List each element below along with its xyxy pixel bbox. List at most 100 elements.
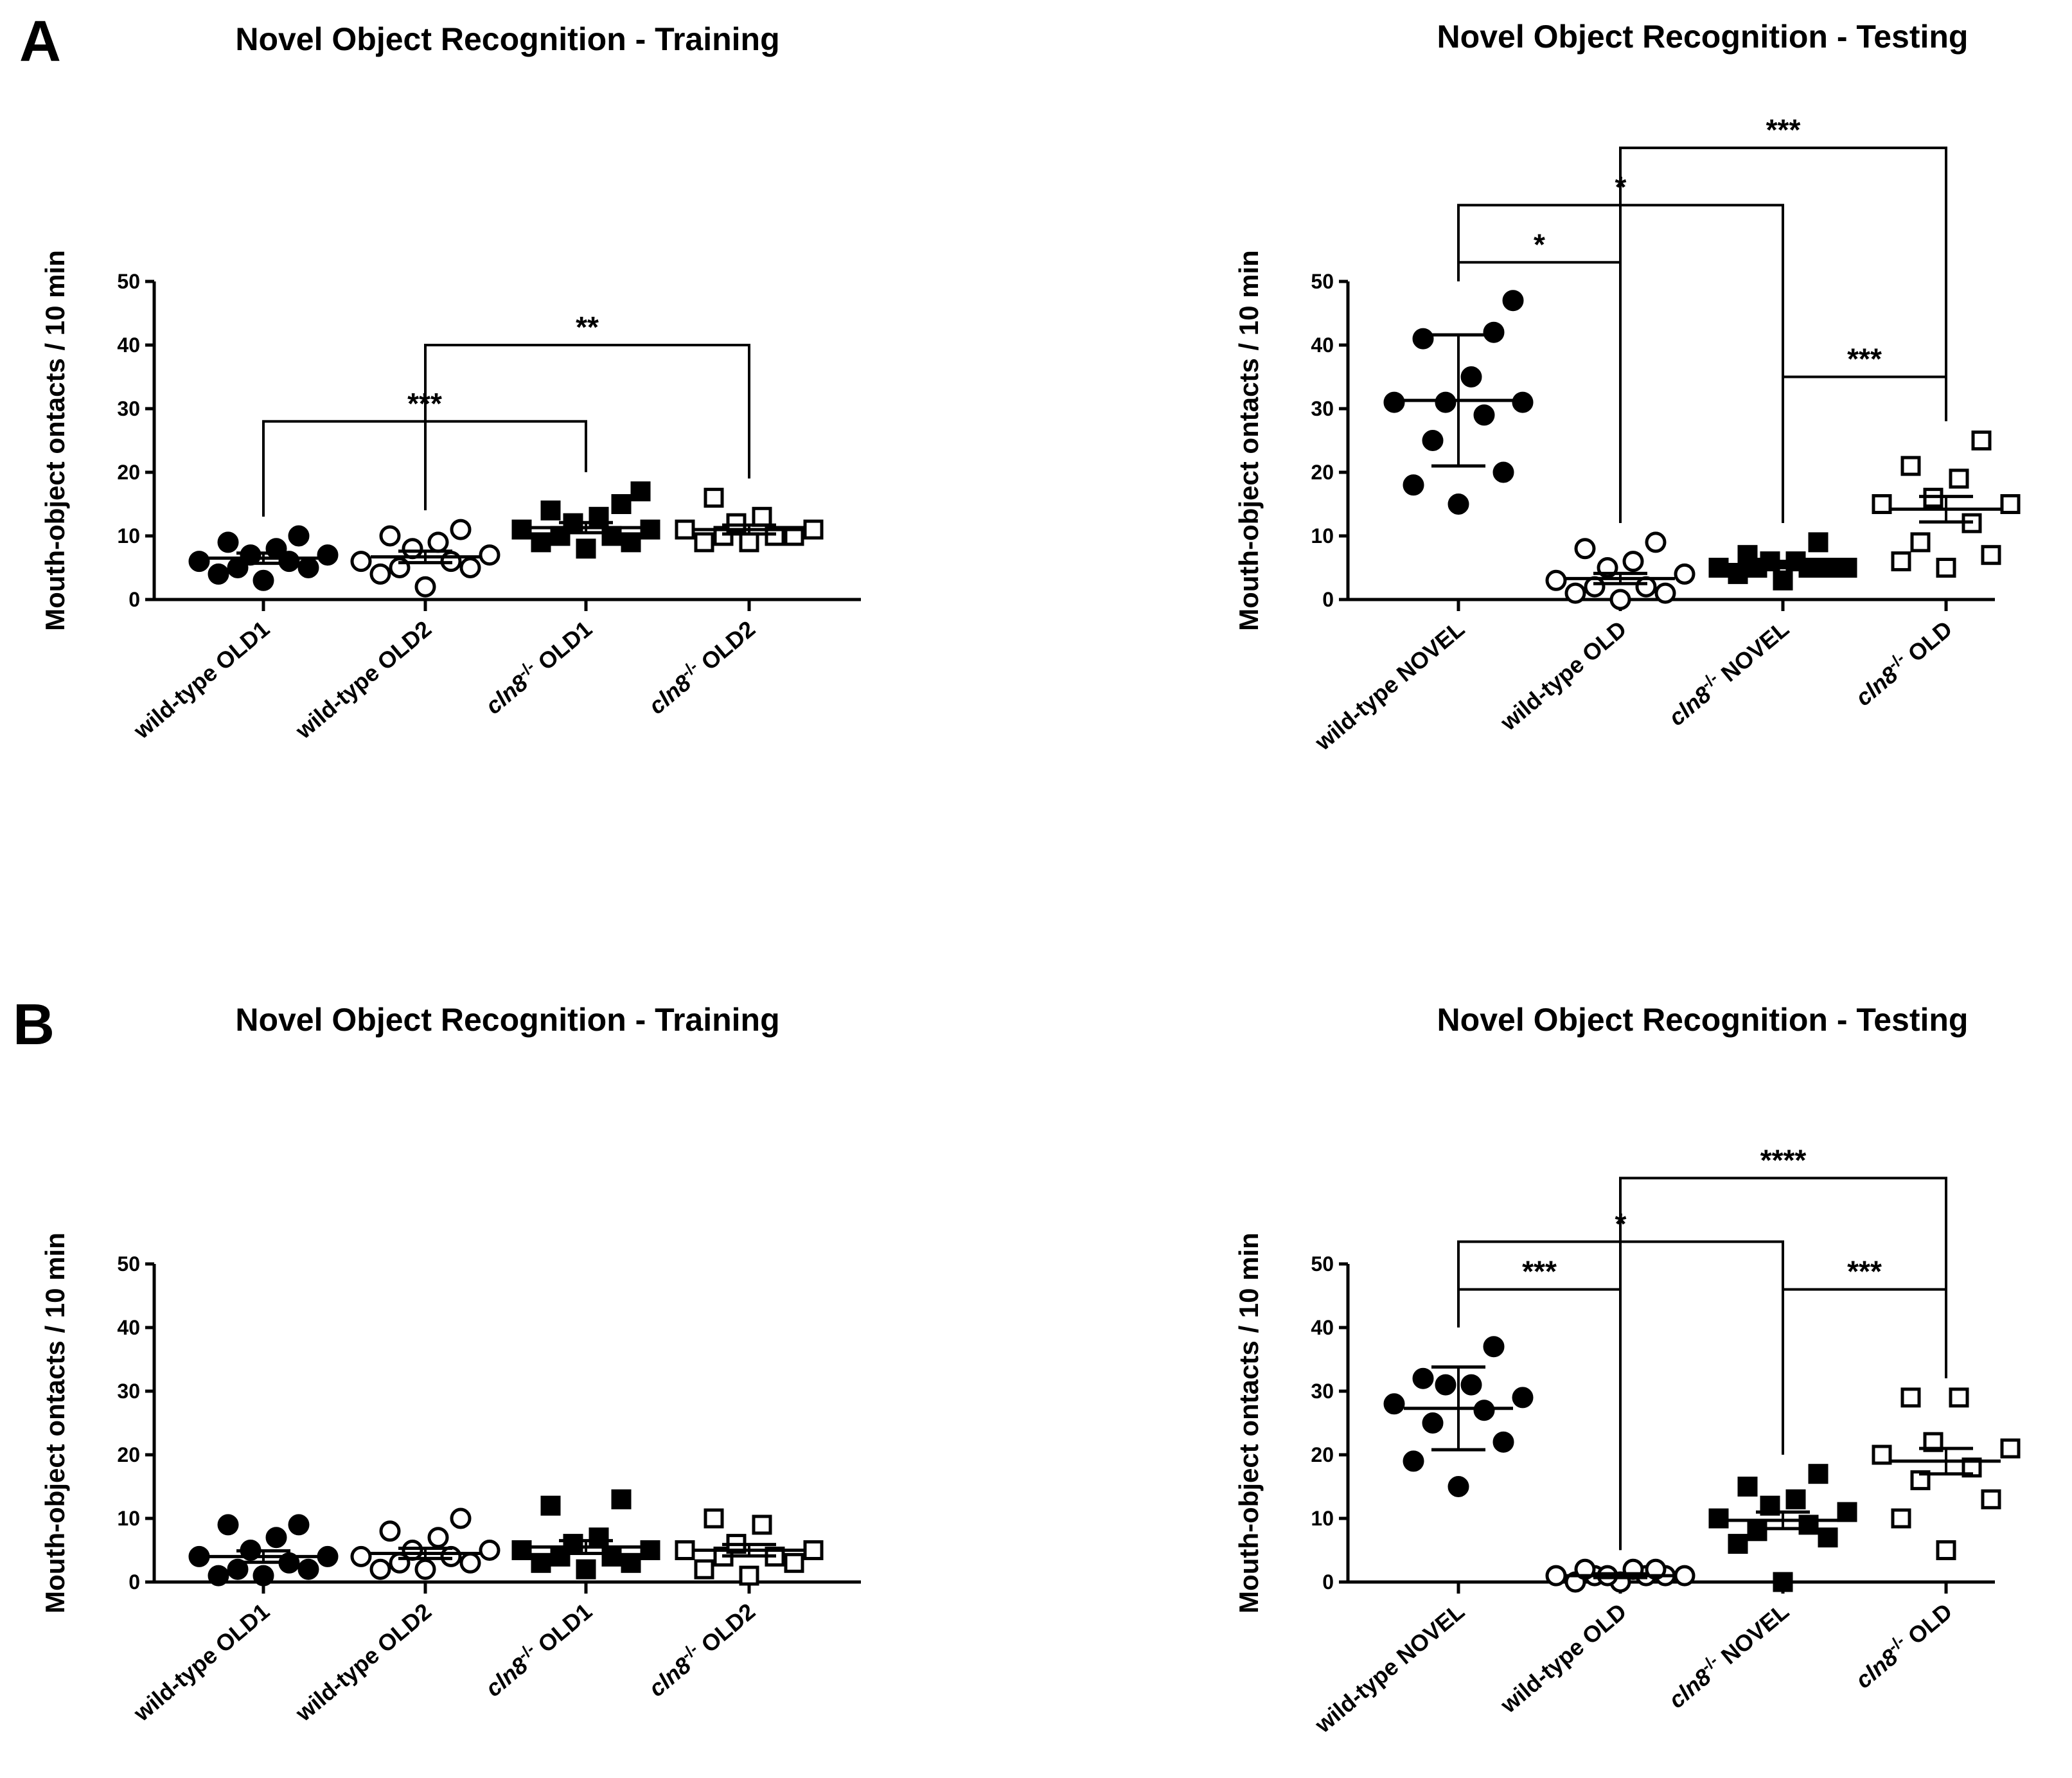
- data-point: [1609, 589, 1631, 610]
- significance-bracket: [1619, 147, 1947, 523]
- x-category-label: wild-type OLD: [1495, 1598, 1632, 1719]
- data-point: [1837, 1502, 1857, 1522]
- data-point: [188, 551, 210, 573]
- y-tick-label: 10: [1311, 1507, 1334, 1530]
- chart-title: Novel Object Recognition - Testing: [1437, 1002, 1969, 1038]
- data-point: [265, 1527, 287, 1549]
- data-point: [265, 538, 287, 560]
- significance-label: **: [576, 310, 599, 344]
- data-point: [1708, 1508, 1729, 1529]
- data-point: [379, 1520, 401, 1542]
- data-point: [240, 544, 261, 566]
- data-point: [350, 551, 372, 573]
- data-point: [1422, 1412, 1444, 1434]
- data-point: [479, 1540, 500, 1561]
- data-point: [576, 1559, 596, 1579]
- data-point: [1383, 1393, 1405, 1415]
- data-point: [1728, 564, 1748, 584]
- data-point: [1936, 558, 1956, 578]
- data-point: [1622, 551, 1644, 573]
- data-point: [694, 532, 714, 553]
- data-point: [540, 1495, 561, 1516]
- data-point: [611, 1489, 632, 1509]
- data-point: [1785, 1489, 1806, 1509]
- data-point: [1403, 474, 1424, 496]
- data-point: [1818, 1527, 1838, 1548]
- data-point: [601, 526, 622, 546]
- data-point: [1473, 404, 1495, 426]
- data-point: [1891, 1508, 1911, 1529]
- x-category-label: cln8-/- OLD2: [641, 613, 760, 719]
- data-point: [1654, 582, 1676, 604]
- y-tick-label: 0: [128, 588, 140, 611]
- data-point: [1900, 456, 1921, 476]
- y-tick-label: 20: [1311, 461, 1334, 484]
- data-point: [369, 563, 391, 585]
- chart-panel-3: B Novel Object Recognition - Training Mout…: [13, 993, 861, 1727]
- panel-letter: A: [19, 10, 61, 74]
- data-point: [1971, 431, 1992, 450]
- data-point: [227, 1558, 249, 1580]
- chart-title: Novel Object Recognition - Training: [235, 1002, 779, 1038]
- data-point: [2000, 494, 2021, 514]
- y-tick-label: 10: [1311, 524, 1334, 547]
- data-point: [1435, 1374, 1457, 1396]
- data-point: [1383, 391, 1405, 413]
- data-point: [1981, 545, 2001, 565]
- data-point: [1773, 1572, 1793, 1592]
- data-point: [550, 526, 571, 546]
- data-point: [511, 1540, 532, 1560]
- data-point: [1564, 582, 1586, 604]
- significance-label: ***: [1522, 1255, 1557, 1288]
- chart-panel-1: A Novel Object Recognition - Training Mout…: [19, 10, 861, 744]
- data-point: [450, 1507, 472, 1529]
- data-point: [459, 1552, 481, 1574]
- data-point: [450, 519, 472, 540]
- data-point: [1574, 1558, 1596, 1580]
- data-point: [611, 494, 632, 514]
- data-point: [379, 525, 401, 547]
- data-point: [1728, 1534, 1748, 1554]
- x-category-label: wild-type OLD2: [290, 1598, 436, 1727]
- x-category-label: wild-type NOVEL: [1309, 1598, 1469, 1738]
- data-point: [1674, 563, 1696, 585]
- data-point: [1403, 1450, 1424, 1472]
- data-point: [217, 1514, 239, 1536]
- x-category-label: wild-type NOVEL: [1309, 616, 1469, 756]
- y-tick-label: 30: [1311, 397, 1334, 420]
- data-point: [1936, 1540, 1956, 1560]
- data-point: [402, 538, 423, 560]
- data-point: [1808, 1464, 1828, 1484]
- data-point: [531, 532, 551, 553]
- data-point: [1460, 1374, 1482, 1396]
- data-point: [317, 544, 339, 566]
- data-point: [675, 1540, 695, 1560]
- data-point: [1981, 1489, 2001, 1509]
- y-tick-label: 20: [1311, 1443, 1334, 1466]
- data-point: [288, 1514, 310, 1536]
- data-point: [1773, 570, 1793, 591]
- data-point: [414, 1558, 436, 1580]
- data-point: [601, 1546, 622, 1567]
- data-point: [1645, 1558, 1667, 1580]
- y-tick-label: 0: [128, 1570, 140, 1594]
- significance-label: ***: [1766, 113, 1801, 147]
- significance-bracket: [1782, 375, 1947, 523]
- data-point: [1949, 468, 1969, 489]
- data-point: [252, 569, 274, 591]
- data-point: [414, 576, 436, 598]
- y-tick-label: 50: [117, 1252, 140, 1276]
- data-point: [402, 1540, 423, 1561]
- data-point: [1949, 1387, 1969, 1408]
- x-category-label: wild-type OLD: [1495, 616, 1632, 736]
- y-axis-label: Mouth-object ontacts / 10 min: [40, 1232, 70, 1614]
- significance-bracket: [424, 344, 750, 511]
- data-point: [317, 1545, 339, 1567]
- data-point: [511, 519, 532, 540]
- data-point: [1891, 551, 1911, 572]
- data-point: [752, 1515, 772, 1535]
- data-point: [252, 1565, 274, 1587]
- data-point: [1422, 430, 1444, 451]
- data-point: [297, 1558, 319, 1580]
